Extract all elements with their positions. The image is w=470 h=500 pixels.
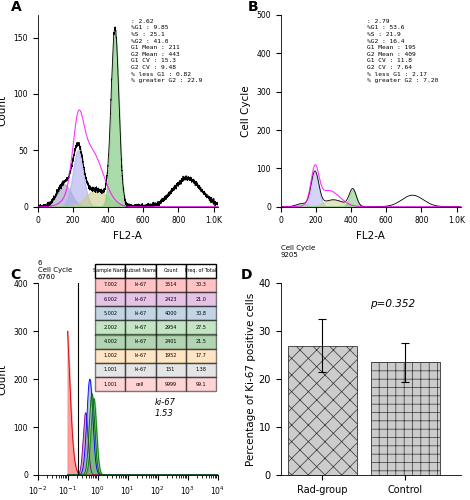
- Bar: [288, 346, 357, 475]
- Y-axis label: Percentage of Ki-67 positive cells: Percentage of Ki-67 positive cells: [246, 292, 256, 466]
- Text: Cell Cycle
9205: Cell Cycle 9205: [281, 245, 315, 258]
- Text: 6
Cell Cycle
6760: 6 Cell Cycle 6760: [38, 260, 72, 280]
- Y-axis label: Cell Cycle: Cell Cycle: [241, 85, 251, 136]
- Y-axis label: Count: Count: [0, 96, 8, 126]
- Text: C: C: [11, 268, 21, 282]
- Text: : 2.62
%G1 : 9.85
%S : 25.1
%G2 : 41.0
G1 Mean : 211
G2 Mean : 443
G1 CV : 15.3
: : 2.62 %G1 : 9.85 %S : 25.1 %G2 : 41.0 G…: [131, 19, 203, 83]
- Text: p=0.352: p=0.352: [369, 298, 415, 308]
- Bar: [371, 362, 440, 475]
- Text: A: A: [11, 0, 21, 14]
- Y-axis label: Count: Count: [0, 364, 8, 394]
- X-axis label: FL2-A: FL2-A: [113, 231, 142, 241]
- Text: : 2.79
%G1 : 53.6
%S : 21.9
%G2 : 16.4
G1 Mean : 195
G2 Mean : 409
G1 CV : 11.8
: : 2.79 %G1 : 53.6 %S : 21.9 %G2 : 16.4 G…: [367, 19, 438, 83]
- Text: B: B: [248, 0, 259, 14]
- X-axis label: FL2-A: FL2-A: [356, 231, 385, 241]
- Text: D: D: [241, 268, 252, 282]
- Text: ki-67
1.53: ki-67 1.53: [155, 398, 176, 417]
